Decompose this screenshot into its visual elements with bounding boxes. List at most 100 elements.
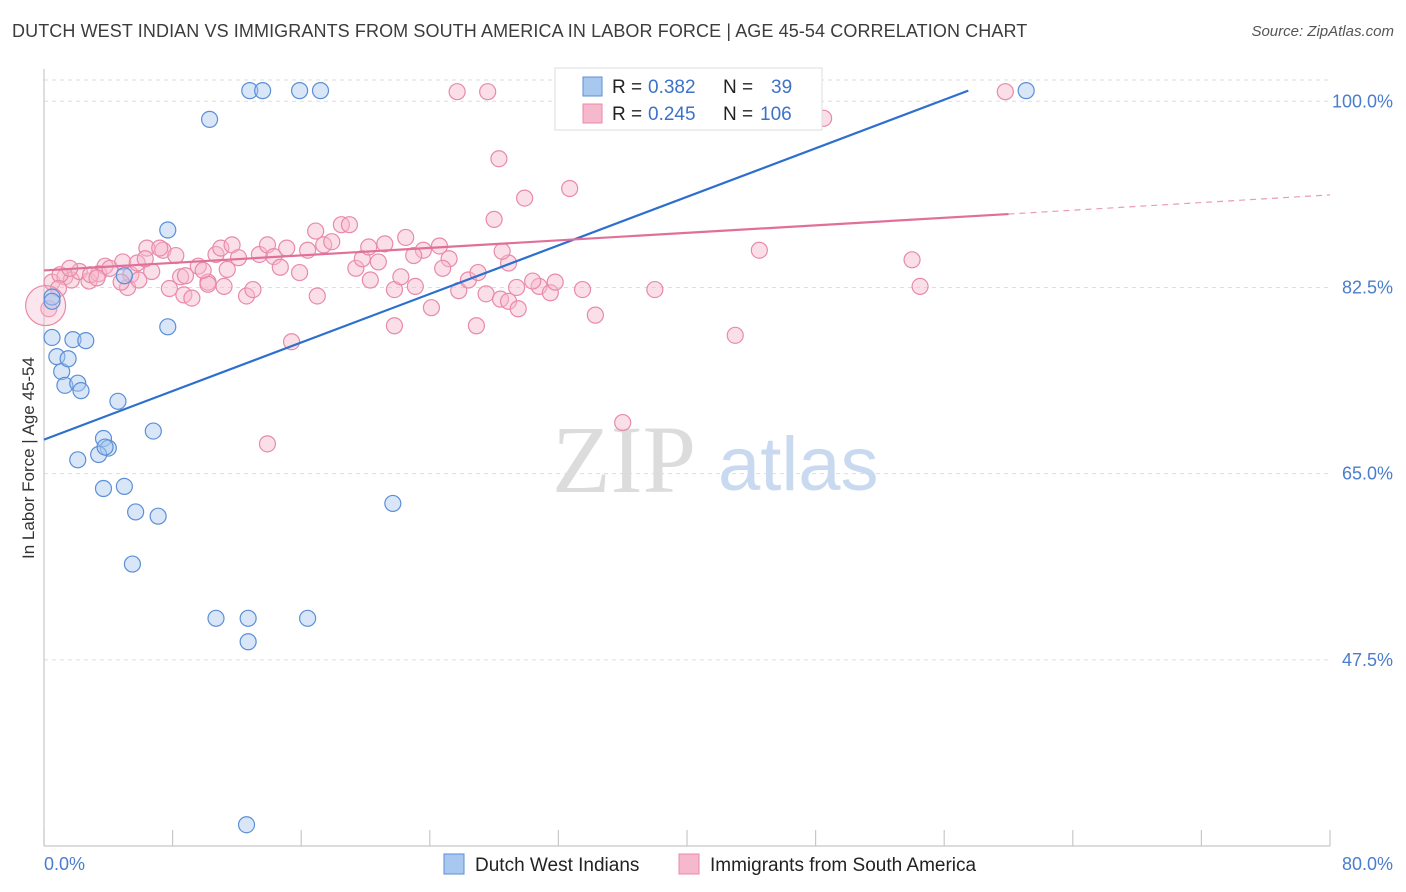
south-america-point (218, 260, 236, 278)
south-america-point (911, 277, 929, 295)
south-america-point (323, 233, 341, 251)
south-america-point (406, 277, 424, 295)
stats-legend-n-label-pink: N = (723, 104, 753, 125)
south-america-point (340, 216, 359, 234)
dutch-west-indian-point (127, 503, 145, 521)
dutch-west-indian-point (1017, 82, 1035, 100)
dutch-west-indian-point (115, 477, 133, 496)
dutch-west-indian-point (43, 328, 61, 347)
stats-legend: R = 0.382 N = 39 R = 0.245 N = 106 (554, 67, 823, 131)
x-tick-label-min: 0.0% (44, 854, 85, 874)
legend-label-dutch-west-indians: Dutch West Indians (475, 855, 639, 876)
south-america-point (750, 241, 768, 259)
dutch-west-indian-point (159, 221, 177, 239)
x-ticks (43, 830, 1331, 846)
x-tick-label-max: 80.0% (1342, 854, 1393, 874)
dutch-west-indian-point (115, 267, 133, 285)
dutch-west-indian-point (64, 330, 82, 349)
y-tick-label: 47.5% (1342, 650, 1393, 670)
south-america-point (183, 289, 201, 307)
south-america-point (128, 254, 146, 272)
south-america-point (614, 413, 632, 432)
dutch-west-indian-point (72, 382, 90, 400)
south-america-point (376, 235, 394, 253)
south-america-point (493, 242, 511, 260)
south-america-point (903, 251, 921, 269)
dutch-west-indian-point (311, 82, 330, 100)
south-america-point (369, 253, 387, 271)
dutch-west-indian-point (239, 633, 257, 651)
south-america-point (290, 263, 309, 282)
south-america-point (307, 222, 325, 240)
stats-legend-n-label-blue: N = (723, 77, 753, 98)
south-america-point (508, 278, 526, 297)
dutch-west-indian-point (299, 609, 317, 627)
stats-legend-r-label-pink: R = (612, 104, 642, 125)
south-america-point (422, 299, 441, 317)
stats-legend-r-value-blue: 0.382 (648, 77, 696, 98)
south-america-point (541, 284, 559, 302)
south-america-point (308, 287, 326, 305)
south-america-point (215, 277, 233, 295)
south-america-point (646, 280, 664, 299)
series-immigrants-from-south-america (25, 83, 1014, 453)
stats-legend-swatch-blue (582, 76, 603, 97)
south-america-point (385, 317, 404, 335)
south-america-point (258, 435, 277, 453)
south-america-point (573, 280, 592, 299)
south-america-point (278, 239, 296, 257)
south-america-point (434, 259, 452, 277)
watermark-zip: ZIP (552, 406, 696, 513)
south-america-point (212, 239, 230, 257)
south-america-point (479, 83, 497, 101)
south-america-point (151, 239, 169, 257)
watermark-atlas: atlas (718, 422, 879, 507)
dutch-west-indian-point (254, 82, 272, 100)
dutch-west-indian-point (56, 376, 74, 394)
series-legend: Dutch West Indians Immigrants from South… (443, 853, 977, 876)
south-america-point (237, 287, 256, 305)
source-credit: Source: ZipAtlas.com (1251, 23, 1394, 40)
dutch-west-indian-point (159, 318, 177, 336)
dutch-west-indian-point (384, 494, 402, 513)
south-america-point (167, 246, 185, 265)
south-america-point (397, 228, 415, 247)
south-america-point (347, 259, 365, 277)
south-america-point (194, 261, 212, 280)
y-tick-label: 65.0% (1342, 464, 1393, 484)
south-america-point (546, 273, 564, 291)
stats-legend-swatch-pink (582, 103, 603, 124)
stats-legend-n-value-pink: 106 (760, 104, 792, 125)
trend-line-extension-south-america (1008, 194, 1331, 215)
south-america-point (88, 269, 106, 287)
south-america-point (516, 189, 534, 207)
south-america-point (477, 285, 495, 303)
trend-line-dutch-west-indians (43, 89, 969, 441)
y-tick-label: 82.5% (1342, 277, 1393, 297)
dutch-west-indian-point (123, 555, 142, 573)
trend-line-south-america (43, 212, 1009, 272)
south-america-point (440, 250, 458, 268)
dutch-west-indian-point (241, 82, 259, 100)
south-america-point (726, 326, 744, 344)
south-america-point (392, 268, 410, 286)
dutch-west-indian-point (43, 292, 61, 310)
stats-legend-n-value-blue: 39 (771, 77, 792, 98)
dutch-west-indian-point (59, 350, 77, 368)
dutch-west-indian-point (200, 110, 219, 128)
y-tick-label: 100.0% (1332, 91, 1393, 111)
south-america-point (361, 271, 379, 289)
gridlines (44, 79, 1330, 661)
dutch-west-indian-point (109, 392, 127, 410)
south-america-point (160, 279, 178, 298)
legend-swatch-immigrants-from-south-america (678, 853, 700, 875)
south-america-point (271, 258, 289, 276)
south-america-point (414, 241, 432, 259)
south-america-point (244, 280, 262, 299)
south-america-point (467, 317, 486, 335)
dutch-west-indian-point (69, 451, 87, 469)
y-tick-labels: 100.0% 82.5% 65.0% 47.5% (1332, 91, 1393, 670)
y-axis-label: In Labor Force | Age 45-54 (19, 357, 38, 559)
series-dutch-west-indians (43, 82, 1035, 834)
